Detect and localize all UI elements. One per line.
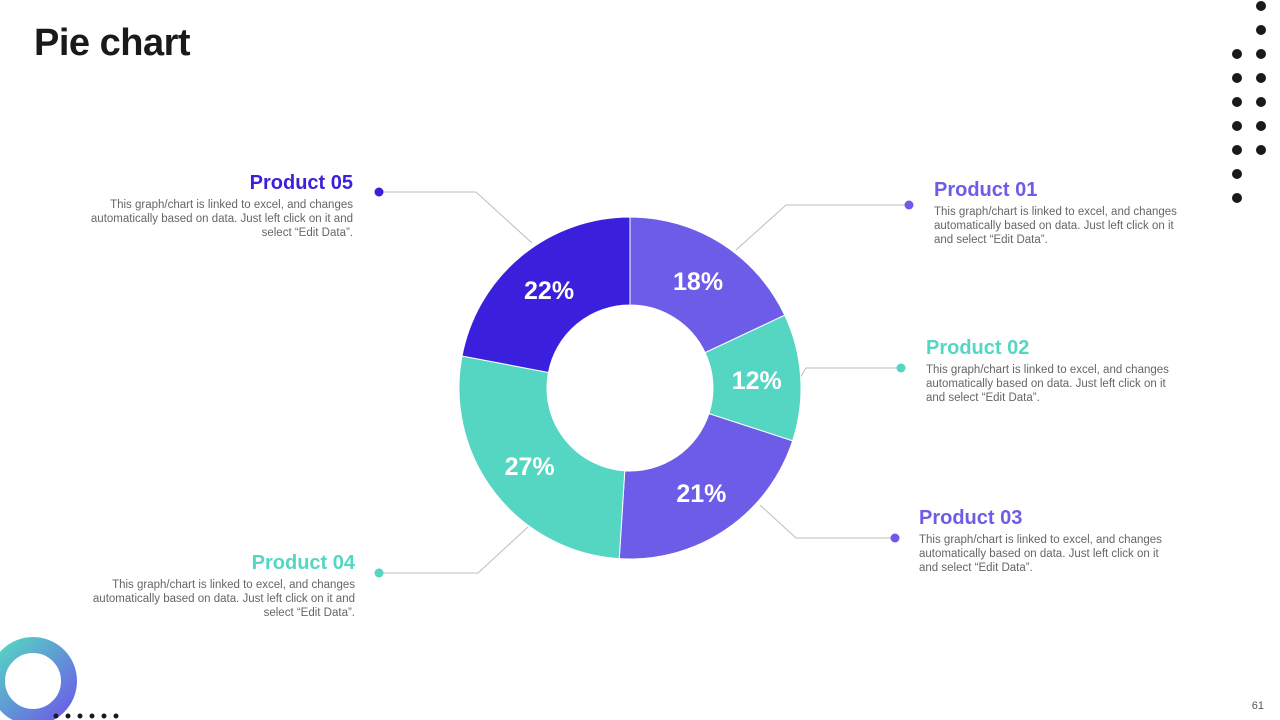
callout-product-05: Product 05 This graph/chart is linked to…: [53, 171, 353, 240]
donut-slice-product-03: [618, 413, 794, 560]
slice-value-label: 21%: [676, 480, 726, 508]
slice-value-label: 12%: [732, 367, 782, 395]
leader-dot-product-04: [374, 568, 384, 578]
slice-value-label: 27%: [505, 453, 555, 481]
callout-product-04: Product 04 This graph/chart is linked to…: [55, 551, 355, 620]
callout-description: This graph/chart is linked to excel, and…: [92, 579, 355, 619]
leader-dot-product-01: [904, 200, 914, 210]
callout-product-03: Product 03 This graph/chart is linked to…: [919, 506, 1219, 575]
callout-title: Product 01: [934, 179, 1038, 201]
donut-chart: 18% 12% 21% 27% 22%: [458, 216, 802, 560]
callout-title: Product 04: [251, 552, 355, 574]
leader-dots: [374, 187, 914, 578]
donut-slice-product-04: [458, 355, 626, 560]
leader-dot-product-02: [896, 363, 906, 373]
page-title: Pie chart: [34, 22, 191, 64]
callout-description: This graph/chart is linked to excel, and…: [919, 534, 1162, 574]
leader-line-product-05: [380, 191, 533, 244]
callout-description: This graph/chart is linked to excel, and…: [926, 364, 1169, 404]
callout-title: Product 05: [249, 172, 353, 194]
slice-value-label: 18%: [673, 268, 723, 296]
callout-product-01: Product 01 This graph/chart is linked to…: [934, 178, 1234, 247]
callout-product-02: Product 02 This graph/chart is linked to…: [926, 336, 1226, 405]
leader-dot-product-03: [890, 533, 900, 543]
bottom-dots-decoration: [53, 713, 119, 719]
callout-title: Product 03: [919, 507, 1023, 529]
leader-line-product-03: [759, 504, 893, 539]
callout-title: Product 02: [926, 337, 1030, 359]
leader-line-product-01: [735, 204, 908, 251]
donut-slice-product-05: [461, 216, 631, 374]
slice-value-label: 22%: [524, 277, 574, 305]
callout-description: This graph/chart is linked to excel, and…: [90, 199, 353, 239]
leader-line-product-04: [380, 526, 529, 574]
ring-decoration: [0, 637, 77, 720]
dot-grid-decoration: [1232, 1, 1266, 203]
leader-dot-product-05: [374, 187, 384, 197]
donut-slice-product-01: [629, 216, 786, 354]
leader-line-product-02: [791, 367, 900, 393]
leader-lines: [380, 191, 908, 574]
page-number: 61: [1251, 700, 1264, 712]
callout-description: This graph/chart is linked to excel, and…: [934, 206, 1177, 246]
